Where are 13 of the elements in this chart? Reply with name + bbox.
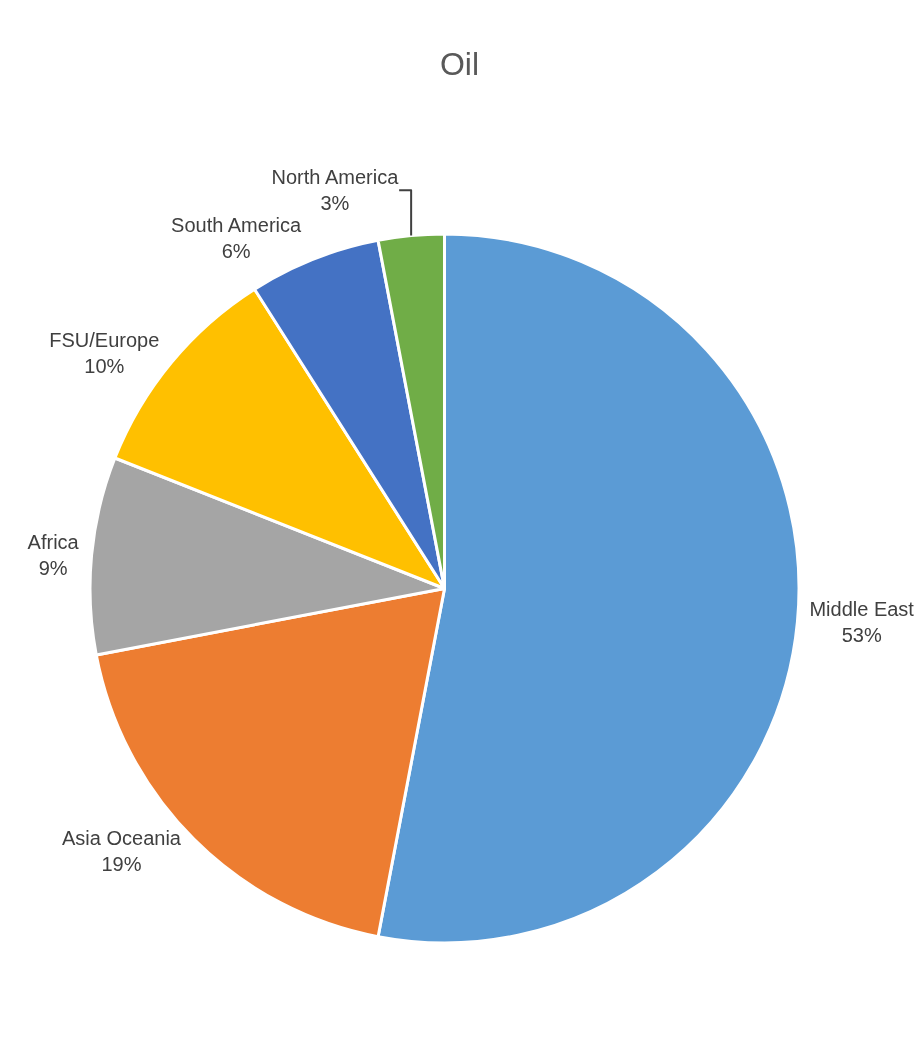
data-label: 19% (101, 853, 142, 876)
slice-label: North America (271, 166, 400, 189)
data-label: 9% (38, 556, 68, 579)
data-label: 6% (221, 240, 251, 263)
slice-label: Middle East (809, 598, 915, 621)
data-label: 3% (320, 192, 350, 215)
slice-label: FSU/Europe (49, 328, 160, 351)
slice-label: Africa (27, 530, 80, 553)
slice-label: Asia Oceania (62, 827, 182, 850)
data-label: 53% (841, 624, 882, 647)
slice-label: South America (171, 214, 302, 237)
chart-title: Oil (439, 46, 480, 83)
data-label: 10% (84, 354, 125, 377)
